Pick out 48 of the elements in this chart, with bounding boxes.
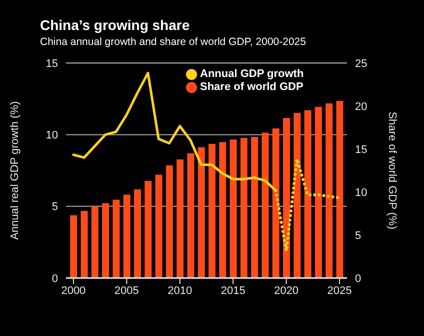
y-tick-label: 10 xyxy=(46,130,58,142)
y-tick-label: 0 xyxy=(52,272,58,285)
bar xyxy=(262,132,269,278)
y-tick-label: 15 xyxy=(46,58,58,70)
bar xyxy=(198,147,205,278)
bar xyxy=(336,100,344,278)
bar xyxy=(230,140,237,278)
bar xyxy=(70,215,78,278)
y2-tick-label: 0 xyxy=(355,272,362,285)
x-tick-label: 2005 xyxy=(114,284,139,297)
x-tick-label: 2010 xyxy=(168,284,192,297)
chart-subtitle: China annual growth and share of world GDP, 2000-2025 xyxy=(40,36,306,48)
chart-title: China’s growing share xyxy=(40,17,190,33)
bar xyxy=(80,210,88,278)
bar xyxy=(294,112,301,278)
bar xyxy=(155,174,162,278)
bar xyxy=(240,138,248,278)
y-tick-label: 5 xyxy=(52,201,58,214)
bar xyxy=(176,159,184,278)
bar xyxy=(208,144,216,278)
y-axis-title: Annual real GDP growth (%) xyxy=(8,101,21,240)
bar xyxy=(219,142,226,278)
x-tick-label: 2025 xyxy=(327,284,352,297)
y2-tick-label: 5 xyxy=(355,230,362,242)
bar xyxy=(123,194,130,278)
bar xyxy=(251,136,258,278)
legend-label: Annual GDP growth xyxy=(200,68,304,81)
bar xyxy=(326,103,333,278)
bar xyxy=(144,180,152,278)
bar xyxy=(314,106,322,278)
y2-tick-label: 10 xyxy=(355,186,368,199)
x-tick-label: 2000 xyxy=(61,284,86,297)
bar xyxy=(91,206,98,278)
bar xyxy=(272,128,280,278)
x-tick-label: 2015 xyxy=(220,284,246,297)
x-tick-label: 2020 xyxy=(274,284,299,297)
y2-tick-label: 20 xyxy=(355,100,368,113)
y2-tick-label: 25 xyxy=(355,58,368,70)
bar xyxy=(112,200,120,278)
bar xyxy=(102,203,110,278)
bar xyxy=(134,189,141,278)
bar xyxy=(166,165,173,278)
y2-tick-label: 15 xyxy=(355,144,368,156)
legend-label: Share of world GDP xyxy=(200,81,304,94)
bar xyxy=(304,110,312,278)
bar xyxy=(187,153,194,278)
y2-axis-title: Share of world GDP (%) xyxy=(386,112,398,230)
bar xyxy=(283,118,290,278)
